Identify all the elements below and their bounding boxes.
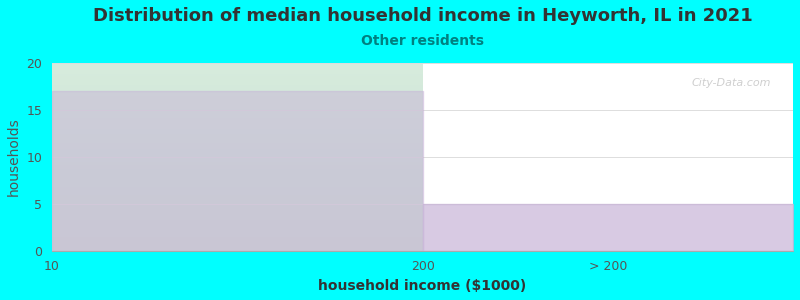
X-axis label: household income ($1000): household income ($1000): [318, 279, 526, 293]
Y-axis label: households: households: [7, 117, 21, 196]
Text: Other residents: Other residents: [361, 34, 484, 48]
Text: City-Data.com: City-Data.com: [691, 78, 771, 88]
Title: Distribution of median household income in Heyworth, IL in 2021: Distribution of median household income …: [93, 7, 753, 25]
